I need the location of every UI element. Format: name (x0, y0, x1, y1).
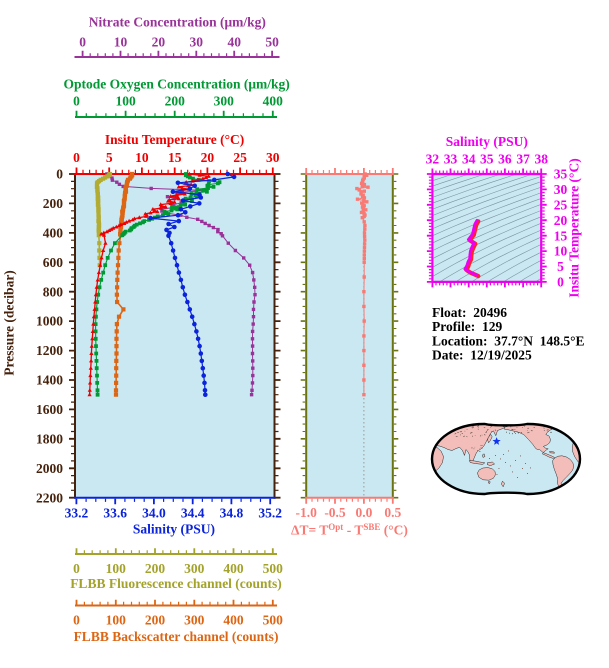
svg-text:10: 10 (114, 35, 128, 50)
svg-text:10: 10 (554, 244, 568, 259)
svg-text:800: 800 (43, 284, 64, 299)
svg-text:-1.0: -1.0 (296, 505, 318, 520)
svg-text:Salinity (PSU): Salinity (PSU) (133, 522, 215, 537)
svg-text:300: 300 (184, 612, 205, 627)
svg-text:1600: 1600 (36, 402, 63, 417)
svg-text:0: 0 (557, 275, 564, 290)
svg-text:200: 200 (145, 561, 166, 576)
svg-text:10: 10 (135, 150, 149, 165)
svg-text:Optode Oxygen Concentration (μ: Optode Oxygen Concentration (μm/kg) (63, 77, 289, 92)
svg-text:1400: 1400 (36, 373, 63, 388)
svg-text:40: 40 (227, 35, 241, 50)
svg-text:15: 15 (554, 228, 568, 243)
svg-text:38: 38 (534, 151, 548, 166)
svg-text:20: 20 (201, 150, 215, 165)
svg-text:25: 25 (233, 150, 247, 165)
svg-text:5: 5 (106, 150, 113, 165)
svg-text:30: 30 (266, 150, 280, 165)
svg-text:Profile: 129: Profile: 129 (432, 319, 502, 334)
svg-text:35: 35 (480, 151, 494, 166)
svg-text:ΔT= TOpt - TSBE (°C): ΔT= TOpt - TSBE (°C) (291, 522, 408, 538)
svg-text:0.0: 0.0 (355, 505, 372, 520)
svg-text:36: 36 (498, 151, 512, 166)
svg-text:Insitu Temperature (°C): Insitu Temperature (°C) (105, 132, 244, 147)
svg-text:500: 500 (263, 612, 284, 627)
svg-text:400: 400 (263, 94, 284, 109)
svg-text:37: 37 (516, 151, 530, 166)
svg-text:100: 100 (106, 561, 127, 576)
svg-text:500: 500 (263, 561, 284, 576)
svg-text:34: 34 (462, 151, 476, 166)
svg-text:600: 600 (43, 255, 64, 270)
svg-text:32: 32 (426, 151, 440, 166)
svg-text:Insitu Temperature (°C): Insitu Temperature (°C) (567, 158, 582, 297)
svg-text:Float: 20496: Float: 20496 (432, 305, 507, 320)
svg-text:30: 30 (554, 182, 568, 197)
svg-text:Date: 12/19/2025: Date: 12/19/2025 (432, 348, 532, 363)
svg-text:0: 0 (56, 167, 63, 182)
svg-text:FLBB Fluorescence channel (cou: FLBB Fluorescence channel (counts) (70, 576, 282, 591)
svg-text:FLBB Backscatter channel (coun: FLBB Backscatter channel (counts) (74, 629, 279, 644)
svg-text:Nitrate Concentration (μm/kg): Nitrate Concentration (μm/kg) (89, 15, 266, 30)
svg-text:20: 20 (152, 35, 166, 50)
svg-text:2200: 2200 (36, 490, 63, 505)
svg-text:0: 0 (73, 150, 80, 165)
svg-text:Pressure (decibar): Pressure (decibar) (2, 270, 17, 376)
svg-text:34.4: 34.4 (181, 506, 205, 521)
svg-text:200: 200 (43, 196, 64, 211)
svg-text:35: 35 (554, 167, 568, 182)
svg-text:400: 400 (223, 561, 244, 576)
svg-text:34.8: 34.8 (220, 506, 244, 521)
svg-text:1200: 1200 (36, 343, 63, 358)
svg-text:50: 50 (265, 35, 279, 50)
svg-text:Salinity (PSU): Salinity (PSU) (446, 134, 528, 149)
svg-text:100: 100 (106, 612, 127, 627)
svg-text:33: 33 (444, 151, 458, 166)
svg-text:0.5: 0.5 (384, 505, 401, 520)
svg-text:2000: 2000 (36, 461, 63, 476)
svg-text:400: 400 (43, 226, 64, 241)
svg-text:0: 0 (73, 561, 80, 576)
svg-text:34.0: 34.0 (142, 506, 166, 521)
svg-text:5: 5 (557, 259, 564, 274)
svg-text:200: 200 (165, 94, 186, 109)
svg-text:15: 15 (168, 150, 182, 165)
svg-text:1800: 1800 (36, 431, 63, 446)
svg-text:35.2: 35.2 (258, 506, 282, 521)
svg-text:100: 100 (115, 94, 136, 109)
svg-text:300: 300 (214, 94, 235, 109)
svg-text:33.6: 33.6 (103, 506, 127, 521)
svg-text:-0.5: -0.5 (324, 505, 346, 520)
svg-text:25: 25 (554, 197, 568, 212)
svg-text:30: 30 (190, 35, 204, 50)
svg-text:200: 200 (145, 612, 166, 627)
svg-text:0: 0 (79, 35, 86, 50)
svg-text:0: 0 (73, 612, 80, 627)
svg-text:20: 20 (554, 213, 568, 228)
svg-text:1000: 1000 (36, 314, 63, 329)
svg-text:33.2: 33.2 (65, 506, 89, 521)
svg-text:0: 0 (73, 94, 80, 109)
svg-text:300: 300 (184, 561, 205, 576)
svg-text:Location: 37.7°N 148.5°E: Location: 37.7°N 148.5°E (432, 333, 585, 348)
svg-text:400: 400 (223, 612, 244, 627)
